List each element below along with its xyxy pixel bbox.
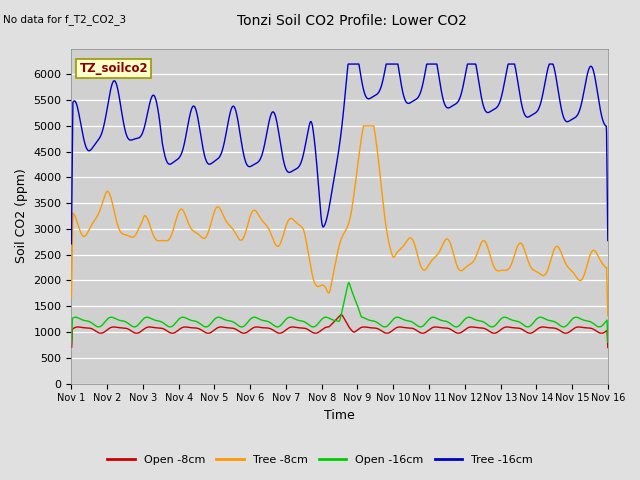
Text: No data for f_T2_CO2_3: No data for f_T2_CO2_3: [3, 14, 126, 25]
Y-axis label: Soil CO2 (ppm): Soil CO2 (ppm): [15, 168, 28, 264]
Legend: Open -8cm, Tree -8cm, Open -16cm, Tree -16cm: Open -8cm, Tree -8cm, Open -16cm, Tree -…: [102, 451, 538, 469]
Text: TZ_soilco2: TZ_soilco2: [79, 62, 148, 75]
Text: Tonzi Soil CO2 Profile: Lower CO2: Tonzi Soil CO2 Profile: Lower CO2: [237, 14, 467, 28]
X-axis label: Time: Time: [324, 409, 355, 422]
